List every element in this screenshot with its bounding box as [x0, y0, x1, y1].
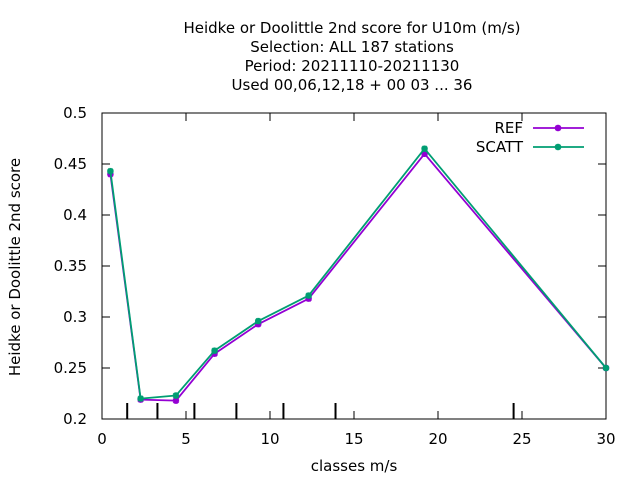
plot-frame — [101, 112, 607, 420]
series-line-scatt — [109, 147, 607, 400]
x-tick-label: 15 — [344, 430, 363, 448]
plot-area — [101, 112, 607, 420]
class-boundary-marks — [126, 403, 515, 419]
x-tick-label: 25 — [512, 430, 531, 448]
series-layer — [107, 145, 610, 404]
y-axis: 0.2 0.25 0.3 0.35 0.4 0.45 0.5 — [54, 104, 606, 428]
y-tick-label: 0.45 — [54, 155, 87, 173]
y-tick-label: 0.3 — [63, 308, 87, 326]
data-point-ref — [172, 397, 180, 404]
y-tick-label: 0.25 — [54, 359, 87, 377]
y-tick-label: 0.2 — [63, 410, 87, 428]
chart-title: Heidke or Doolittle 2nd score for U10m (… — [183, 19, 520, 94]
data-point-scatt — [211, 347, 218, 354]
data-point-scatt — [602, 364, 610, 372]
x-tick-label: 0 — [97, 430, 107, 448]
x-tick-label: 20 — [428, 430, 447, 448]
x-axis-label: classes m/s — [311, 457, 398, 475]
series-line-ref — [109, 152, 607, 402]
data-point-scatt — [255, 317, 262, 325]
y-axis-label: Heidke or Doolittle 2nd score — [6, 158, 24, 376]
data-point-scatt — [421, 145, 428, 152]
x-tick-label: 5 — [181, 430, 191, 448]
data-point-ref — [421, 150, 428, 157]
legend-label-scatt: SCATT — [476, 138, 524, 156]
title-line-3: Period: 20211110-20211130 — [245, 57, 460, 75]
x-axis: 0 5 10 15 20 25 30 — [97, 113, 616, 448]
data-point-scatt — [172, 392, 180, 399]
x-tick-label: 30 — [596, 430, 615, 448]
legend-marker-scatt — [554, 143, 562, 151]
title-line-4: Used 00,06,12,18 + 00 03 ... 36 — [232, 76, 473, 94]
legend-label-ref: REF — [494, 119, 523, 137]
y-tick-label: 0.35 — [54, 257, 87, 275]
legend-marker-ref — [554, 124, 562, 132]
x-tick-label: 10 — [260, 430, 279, 448]
y-tick-label: 0.5 — [63, 104, 87, 122]
title-line-1: Heidke or Doolittle 2nd score for U10m (… — [183, 19, 520, 37]
data-point-scatt — [305, 292, 312, 299]
title-line-2: Selection: ALL 187 stations — [250, 38, 454, 56]
data-point-scatt — [107, 167, 114, 175]
y-tick-label: 0.4 — [63, 206, 87, 224]
data-point-scatt — [137, 395, 144, 402]
